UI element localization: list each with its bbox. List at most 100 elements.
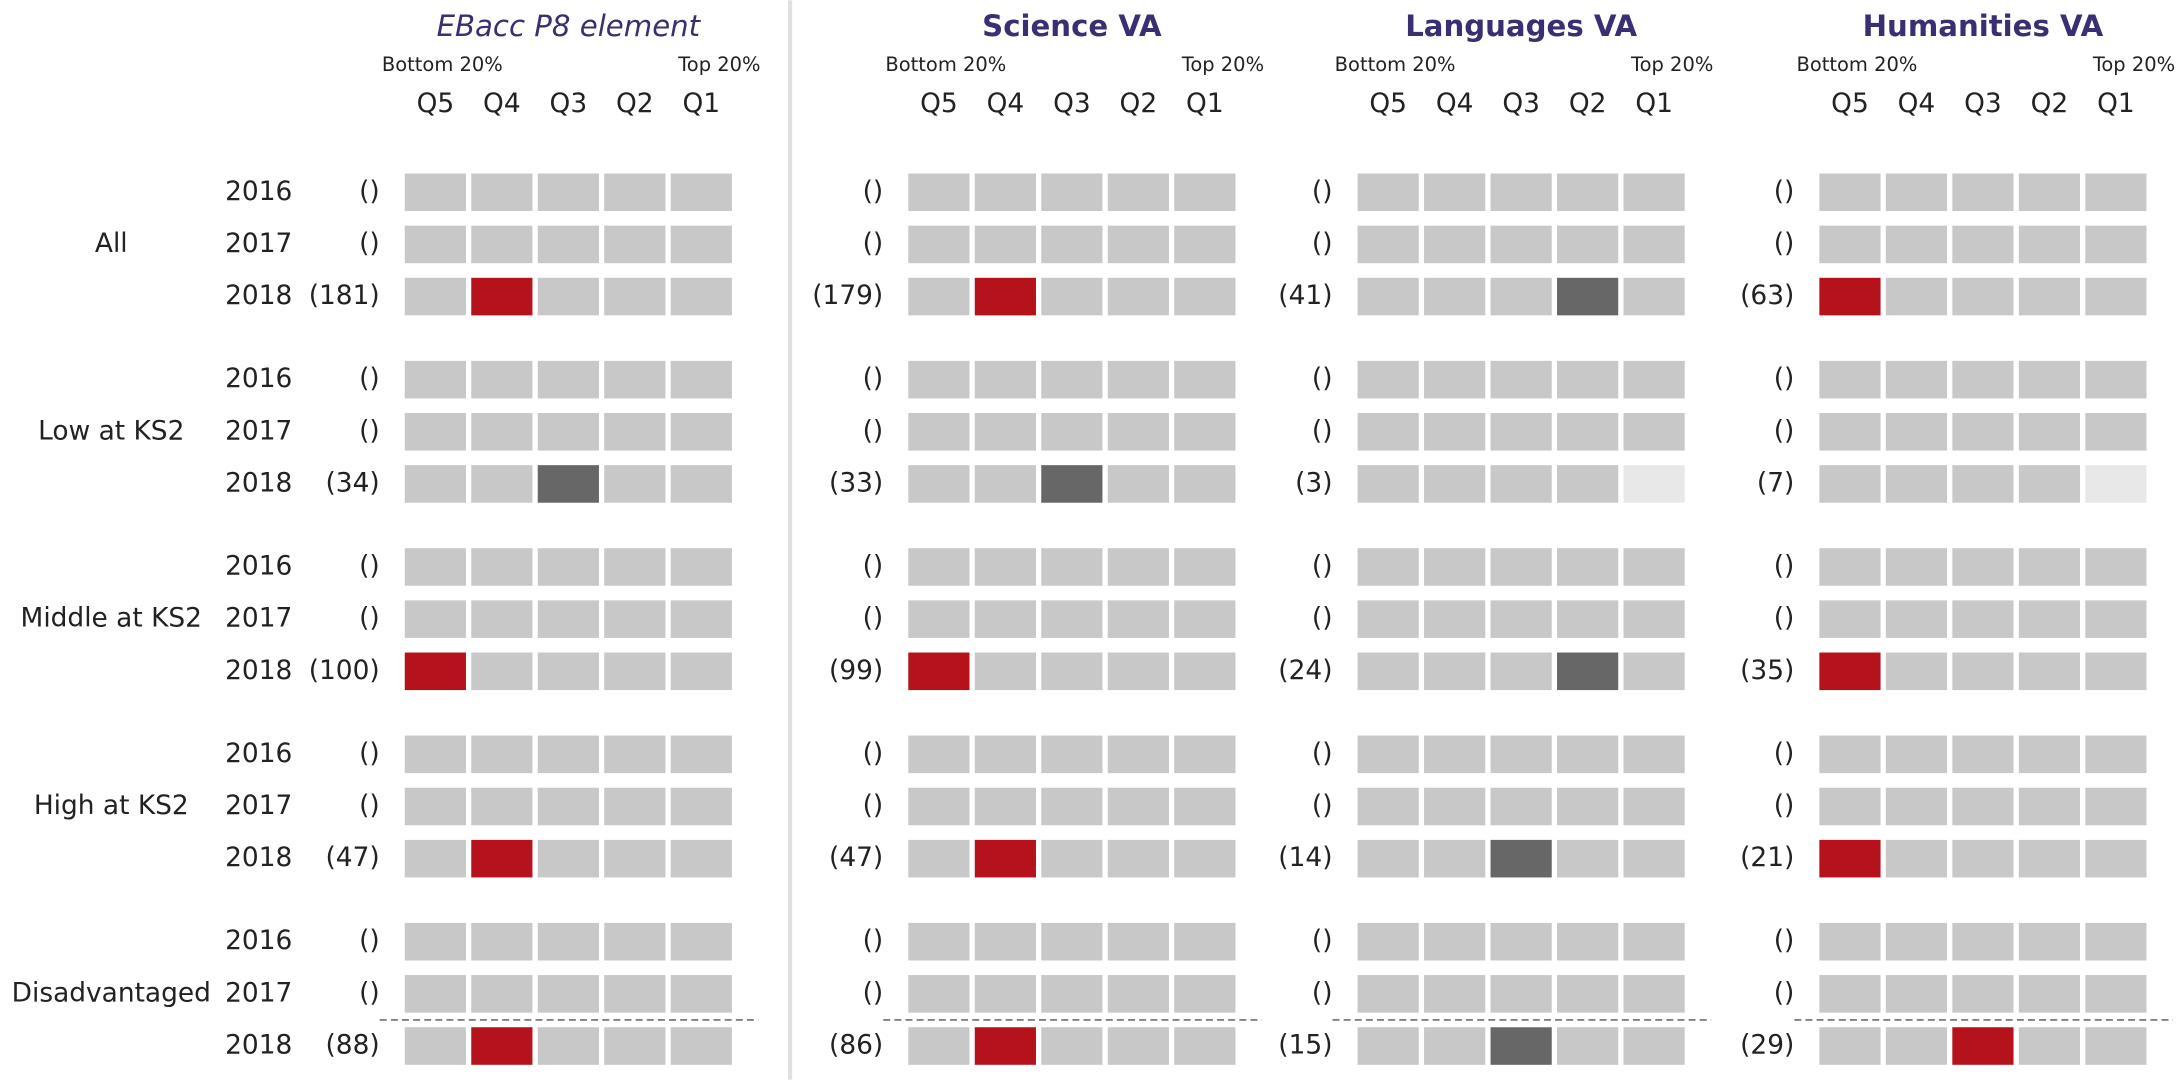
quintile-cell — [1424, 787, 1486, 826]
panel-title: Languages VA — [1405, 9, 1637, 43]
count-label: () — [1312, 977, 1333, 1008]
quintile-cell — [974, 600, 1036, 638]
quintile-cell — [1041, 173, 1103, 212]
quintile-cell — [1557, 548, 1619, 586]
quintile-cell — [1952, 360, 2014, 399]
quintile-cell — [2018, 922, 2081, 961]
quintile-cell — [1357, 652, 1419, 691]
quintile-cell — [1623, 277, 1685, 316]
quintile-cell — [1819, 465, 1881, 503]
quintile-cell — [1952, 413, 2014, 451]
quintile-cell — [1424, 735, 1486, 774]
year-label: 2016 — [225, 550, 292, 581]
quintile-cell — [471, 277, 533, 316]
quintile-label: Q5 — [1369, 88, 1407, 119]
quintile-cell — [404, 787, 466, 826]
quintile-cell — [670, 975, 732, 1013]
quintile-cell — [1885, 173, 1948, 212]
quintile-cell — [2085, 225, 2147, 264]
quintile-cell — [1490, 173, 1552, 212]
quintile-cell — [537, 922, 599, 961]
quintile-cell — [1424, 173, 1486, 212]
panel-title: EBacc P8 element — [437, 9, 702, 43]
quintile-cell — [908, 277, 970, 316]
quintile-cell — [1174, 173, 1236, 212]
quintile-cell — [1041, 975, 1103, 1013]
count-label: () — [1774, 550, 1795, 581]
quintile-cell — [2085, 173, 2147, 212]
quintile-cell — [2018, 225, 2081, 264]
quintile-cell — [1041, 465, 1103, 503]
count-label: () — [1312, 603, 1333, 634]
quintile-cell — [1424, 277, 1486, 316]
quintile-cell — [974, 277, 1036, 316]
quintile-cell — [604, 465, 666, 503]
quintile-cell — [908, 173, 970, 212]
count-label: (88) — [326, 1030, 380, 1061]
group-label: Disadvantaged — [12, 977, 211, 1008]
quintile-label: Q3 — [1502, 88, 1540, 119]
quintile-cell — [1041, 922, 1103, 961]
count-label: () — [863, 363, 884, 394]
quintile-cell — [974, 1027, 1036, 1065]
bottom-label: Bottom 20% — [382, 53, 503, 76]
quintile-cell — [1107, 548, 1169, 586]
quintile-cell — [604, 975, 666, 1013]
quintile-cell — [2085, 1027, 2147, 1065]
quintile-cell — [2085, 465, 2147, 503]
quintile-cell — [670, 173, 732, 212]
count-label: () — [863, 925, 884, 956]
count-label: () — [359, 415, 380, 446]
quintile-cell — [1107, 735, 1169, 774]
quintile-cell — [1490, 600, 1552, 638]
count-label: () — [1774, 228, 1795, 259]
quintile-cell — [1490, 922, 1552, 961]
quintile-cell — [1557, 360, 1619, 399]
count-label: () — [1312, 363, 1333, 394]
quintile-cell — [1952, 787, 2014, 826]
quintile-cell — [404, 360, 466, 399]
quintile-cell — [1819, 173, 1881, 212]
count-label: () — [359, 790, 380, 821]
group-label: Low at KS2 — [38, 415, 184, 446]
quintile-cell — [1952, 548, 2014, 586]
quintile-cell — [404, 735, 466, 774]
quintile-cell — [1557, 225, 1619, 264]
count-label: (15) — [1278, 1030, 1332, 1061]
quintile-cell — [908, 465, 970, 503]
quintile-cell — [974, 922, 1036, 961]
quintile-cell — [2018, 975, 2081, 1013]
count-label: () — [359, 603, 380, 634]
quintile-cell — [1490, 548, 1552, 586]
quintile-label: Q3 — [1053, 88, 1091, 119]
quintile-cell — [670, 652, 732, 691]
quintile-cell — [670, 277, 732, 316]
quintile-cell — [1819, 787, 1881, 826]
quintile-cell — [2018, 413, 2081, 451]
year-label: 2018 — [225, 655, 292, 686]
quintile-cell — [1557, 277, 1619, 316]
quintile-cell — [1107, 975, 1169, 1013]
quintile-cell — [1819, 652, 1881, 691]
quintile-cell — [1490, 975, 1552, 1013]
count-label: () — [1774, 415, 1795, 446]
quintile-cell — [1174, 839, 1236, 878]
quintile-cell — [404, 225, 466, 264]
quintile-cell — [1557, 787, 1619, 826]
count-label: (7) — [1757, 467, 1794, 498]
quintile-cell — [1357, 600, 1419, 638]
quintile-cell — [1623, 173, 1685, 212]
quintile-cell — [2085, 548, 2147, 586]
quintile-cell — [404, 277, 466, 316]
quintile-cell — [670, 839, 732, 878]
quintile-cell — [1174, 413, 1236, 451]
quintile-cell — [1952, 600, 2014, 638]
quintile-cell — [1174, 652, 1236, 691]
quintile-cell — [1952, 225, 2014, 264]
quintile-cell — [1174, 787, 1236, 826]
quintile-cell — [1623, 652, 1685, 691]
quintile-cell — [670, 360, 732, 399]
quintile-cell — [2018, 360, 2081, 399]
quintile-label: Q4 — [1898, 88, 1936, 119]
quintile-cell — [1041, 413, 1103, 451]
